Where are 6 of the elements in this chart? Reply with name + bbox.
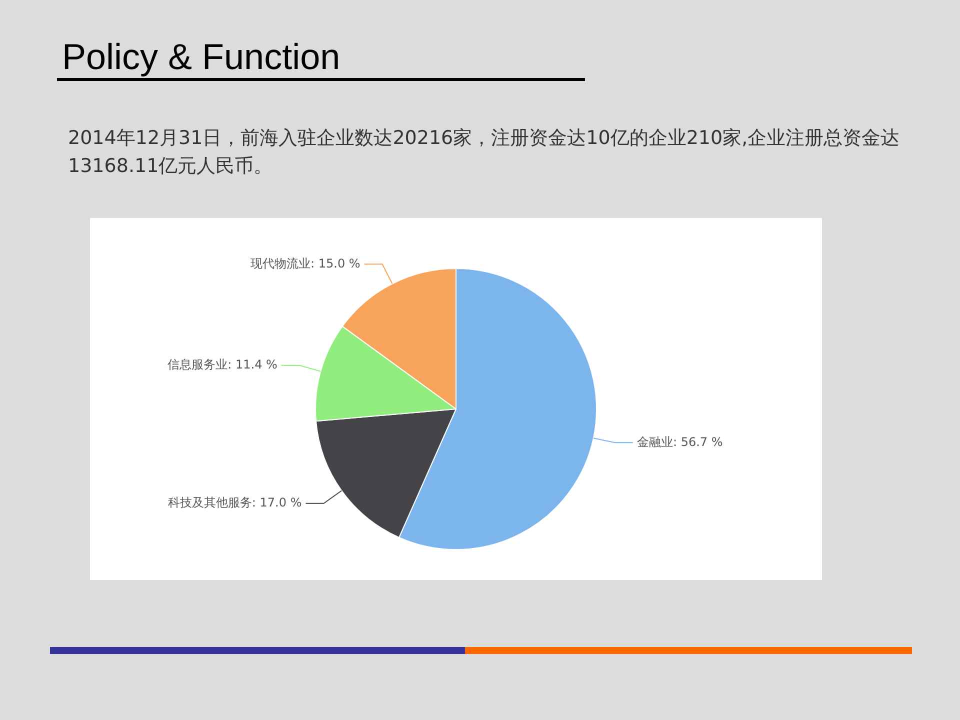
slice-label: 科技及其他服务: 17.0 % [168,496,302,510]
slice-label: 金融业: 56.7 % [636,434,723,449]
slice-label: 信息服务业: 11.4 % [168,358,278,372]
slice-label: 现代物流业: 15.0 % [250,256,360,270]
chart-subtitle: 2014年12月31日，前海入驻企业数达20216家，注册资金达10亿的企业210家,企业注册总资金达13168.11亿元人民币。 [68,126,901,179]
chart-title: Policy & Function [62,36,340,78]
